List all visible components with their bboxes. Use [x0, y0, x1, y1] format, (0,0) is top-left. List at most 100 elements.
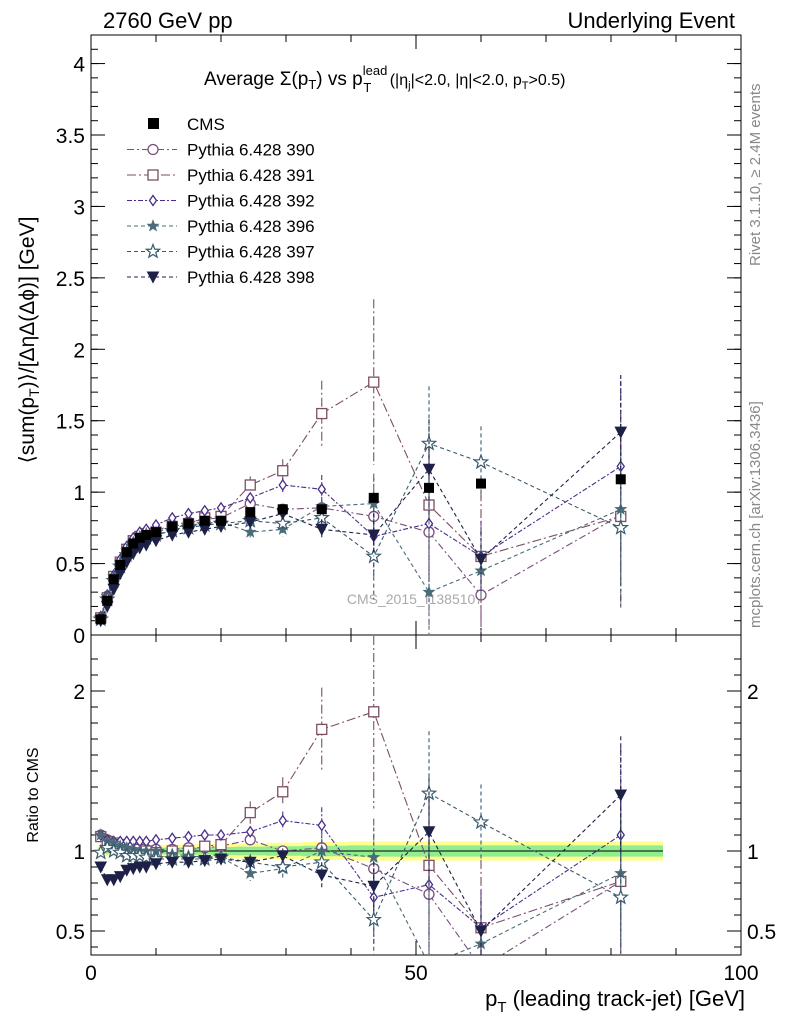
cms-marker	[316, 504, 327, 515]
marker-triangle	[113, 871, 127, 884]
ratio-tick-label: 2	[73, 681, 85, 704]
ratio-tick-label: 1	[73, 841, 85, 864]
legend-label: Pythia 6.428 391	[187, 166, 315, 185]
marker-star-open	[612, 519, 630, 535]
cms-marker	[95, 614, 106, 625]
cms-marker	[476, 478, 486, 489]
ratio-tick-label-right: 1	[747, 841, 759, 864]
marker-diamond	[278, 814, 288, 827]
marker-square	[244, 479, 256, 491]
cms-data	[95, 474, 626, 625]
marker-triangle	[243, 516, 257, 529]
ratio-uncertainty-band	[97, 841, 663, 861]
y-tick-label: 3	[73, 196, 85, 219]
ratio-series-1	[95, 793, 627, 955]
marker-square	[199, 840, 211, 852]
marker-star	[422, 585, 436, 598]
cms-marker	[245, 507, 256, 518]
legend-cms-marker	[148, 118, 159, 129]
marker-triangle	[367, 880, 381, 893]
y-tick-label: 2.5	[56, 268, 85, 291]
cms-marker	[277, 504, 288, 515]
marker-square	[277, 465, 289, 477]
ratio-series-2	[95, 636, 627, 954]
legend-label: Pythia 6.428 397	[187, 243, 315, 262]
marker-triangle	[315, 523, 329, 536]
y-tick-label: 2	[73, 339, 85, 362]
marker-star-open	[365, 911, 383, 927]
marker-diamond	[216, 828, 226, 842]
cms-marker	[216, 515, 226, 526]
marker-triangle	[474, 553, 488, 566]
header-right: Underlying Event	[567, 8, 735, 33]
ratio-series-6	[94, 736, 628, 954]
marker-square	[316, 407, 328, 420]
legend-label: Pythia 6.428 398	[187, 268, 315, 287]
marker-circle	[147, 143, 159, 156]
marker-star-open	[274, 858, 292, 875]
ratio-panel-frame	[90, 634, 742, 956]
ratio-line	[100, 834, 622, 955]
cms-marker	[128, 538, 139, 549]
marker-triangle	[474, 925, 488, 938]
legend-label: Pythia 6.428 392	[187, 192, 315, 211]
marker-triangle	[198, 855, 212, 868]
series-line	[100, 431, 622, 621]
cms-marker	[134, 532, 145, 543]
cms-marker	[167, 521, 178, 532]
cms-marker	[108, 574, 119, 585]
marker-star-open	[111, 843, 129, 860]
cms-marker	[183, 518, 194, 529]
cms-marker	[615, 474, 626, 485]
marker-star-open	[612, 888, 630, 905]
cms-marker	[151, 527, 161, 538]
ratio-axis-ticks: 0.5 0.5 1 1 2 2	[56, 658, 776, 948]
marker-diamond	[317, 819, 327, 832]
marker-triangle	[315, 869, 329, 882]
chart-title: Average Σ(pT) vs plead T (|ηj|<2.0, |η|<2…	[204, 63, 565, 95]
marker-triangle	[146, 271, 160, 284]
marker-star-open	[137, 848, 155, 865]
header-left: 2760 GeV pp	[103, 8, 233, 33]
marker-star-open	[274, 514, 292, 531]
legend: CMS Pythia 6.428 390 Pythia 6.428 391 Pythi…	[127, 115, 315, 287]
marker-star	[94, 828, 108, 841]
rivet-label: Rivet 3.1.10, ≥ 2.4M events	[747, 84, 764, 267]
x-tick-label: 0	[85, 962, 97, 985]
marker-square	[147, 169, 159, 181]
cms-marker	[368, 492, 379, 503]
main-axis-ticks: 0 0.5 1 1.5 2 2.5 3 3.5 4	[56, 48, 741, 648]
legend-label: Pythia 6.428 390	[187, 141, 315, 160]
ratio-line	[100, 711, 621, 929]
marker-triangle	[94, 861, 108, 874]
watermark: CMS_2015_I1385107	[347, 591, 483, 607]
series-2	[95, 299, 627, 624]
marker-star-open	[144, 242, 162, 259]
ratio-line	[100, 820, 622, 929]
main-series-group	[92, 299, 630, 634]
marker-square	[368, 706, 380, 718]
x-axis-ticks: 0 50 100	[85, 35, 759, 985]
marker-square	[244, 806, 256, 819]
y-tick-label: 3.5	[56, 125, 85, 148]
cms-marker	[424, 482, 434, 493]
marker-square	[368, 376, 380, 388]
marker-triangle	[367, 529, 381, 542]
y-tick-label: 0	[73, 625, 85, 648]
marker-triangle	[182, 856, 195, 869]
marker-diamond	[167, 832, 177, 845]
marker-square	[277, 786, 289, 798]
marker-triangle	[614, 426, 628, 439]
legend-cms-label: CMS	[187, 115, 225, 134]
marker-triangle	[139, 861, 153, 874]
marker-triangle	[165, 856, 179, 869]
marker-diamond	[245, 491, 255, 504]
x-tick-label: 100	[723, 962, 758, 985]
legend-label: Pythia 6.428 396	[187, 217, 315, 236]
marker-star-open	[98, 839, 116, 855]
marker-triangle	[422, 826, 436, 839]
series-6	[94, 375, 628, 628]
ratio-series-4	[94, 800, 628, 955]
y-tick-label: 4	[73, 54, 85, 77]
